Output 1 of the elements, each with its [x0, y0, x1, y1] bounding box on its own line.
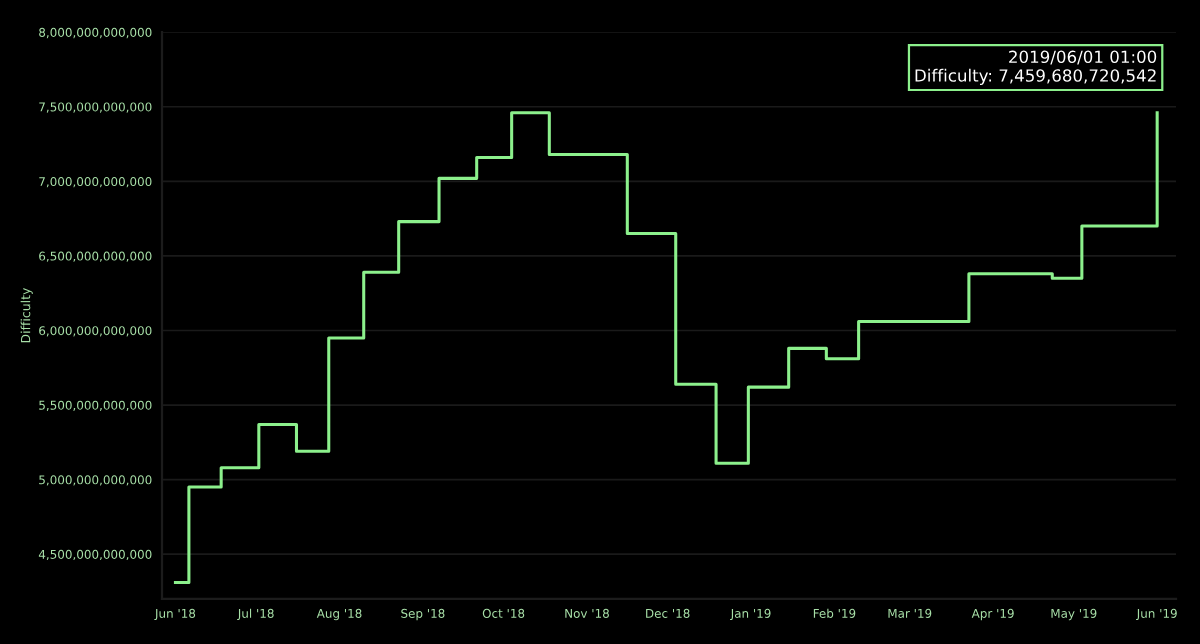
annotation: 2019/06/01 01:00 Difficulty: 7,459,680,720,542	[915, 50, 1157, 85]
